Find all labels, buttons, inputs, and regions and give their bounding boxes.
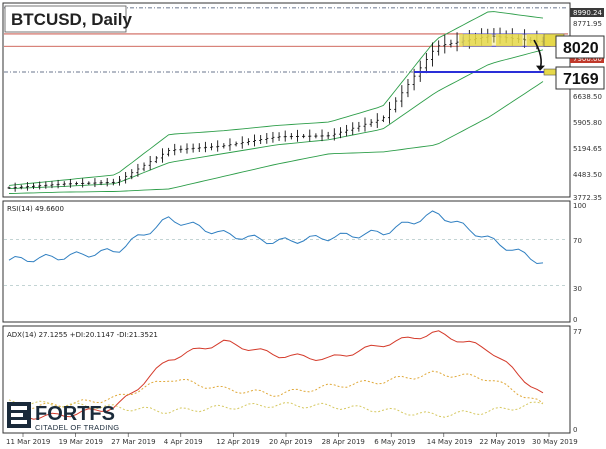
adx-line [8, 330, 544, 420]
title-frame [4, 5, 127, 33]
x-label-5: 20 Apr 2019 [269, 438, 312, 446]
chart-title: BTCUSD, Daily [11, 10, 132, 29]
logo-name: FORTFS [35, 403, 115, 425]
x-label-8: 14 May 2019 [427, 438, 473, 446]
forecast-arrowhead [536, 65, 545, 71]
x-label-3: 4 Apr 2019 [164, 438, 203, 446]
price-tag-top [570, 8, 604, 17]
logo-tagline: CITADEL OF TRADING [35, 423, 119, 432]
rsi-level-100: 100 [573, 202, 586, 210]
price-label-2: 8771.95 [573, 20, 602, 28]
price-label-6: 5194.65 [573, 145, 602, 153]
x-label-4: 12 Apr 2019 [216, 438, 259, 446]
bollinger-bands [8, 11, 544, 194]
level-7169-box [555, 66, 605, 90]
fortfs-logo: FORTFS CITADEL OF TRADING [7, 402, 119, 432]
x-label-7: 6 May 2019 [374, 438, 415, 446]
bollinger-line-0 [8, 11, 544, 186]
x-label-2: 27 Mar 2019 [111, 438, 155, 446]
level-8020-label: 8020 [563, 40, 599, 57]
adx-series [8, 330, 544, 420]
adx-level-77: 77 [573, 328, 582, 336]
adx-level-0: 0 [573, 426, 577, 434]
price-label-5: 5905.80 [573, 119, 602, 127]
rsi-panel-frame [2, 200, 571, 323]
price-label-4: 6638.50 [573, 93, 602, 101]
time-axis: 11 Mar 2019 19 Mar 2019 27 Mar 2019 4 Apr 2… [6, 433, 578, 446]
logo-icon-bar-top [11, 406, 27, 410]
resistance-highlight-1 [496, 33, 523, 47]
rsi-series [4, 210, 568, 286]
price-label-1: 8990.24 [573, 9, 602, 17]
adx-panel-frame [2, 325, 571, 434]
price-label-7: 4483.50 [573, 171, 602, 179]
x-label-6: 28 Apr 2019 [322, 438, 365, 446]
rsi-level-0: 0 [573, 316, 577, 324]
minus-di-line [8, 399, 544, 418]
price-label-3: 7900.00 [573, 55, 602, 63]
resistance-highlight-0 [459, 33, 492, 47]
rsi-level-70: 70 [573, 237, 582, 245]
x-label-0: 11 Mar 2019 [6, 438, 50, 446]
logo-icon-bar-bottom [11, 420, 27, 424]
x-label-9: 22 May 2019 [479, 438, 525, 446]
rsi-line [8, 210, 544, 265]
level-7169-label: 7169 [563, 71, 599, 88]
resistance-highlight-2 [526, 33, 547, 47]
x-label-1: 19 Mar 2019 [59, 438, 103, 446]
adx-label: ADX(14) 27.1255 +DI:20.1147 -DI:21.3521 [7, 331, 158, 339]
plus-di-line [8, 370, 544, 410]
logo-icon-bar-mid [11, 413, 23, 417]
level-8020-box [555, 35, 605, 59]
bollinger-line-1 [8, 49, 544, 190]
bollinger-line-2 [8, 81, 544, 194]
chart-title-box: BTCUSD, Daily [4, 5, 132, 33]
rsi-level-30: 30 [573, 285, 582, 293]
x-label-10: 30 May 2019 [532, 438, 578, 446]
level-labels: 8020 7169 [555, 35, 605, 90]
annotations [414, 33, 565, 76]
rsi-label: RSI(14) 49.6600 [7, 205, 64, 213]
price-label-8: 3772.35 [573, 194, 602, 202]
